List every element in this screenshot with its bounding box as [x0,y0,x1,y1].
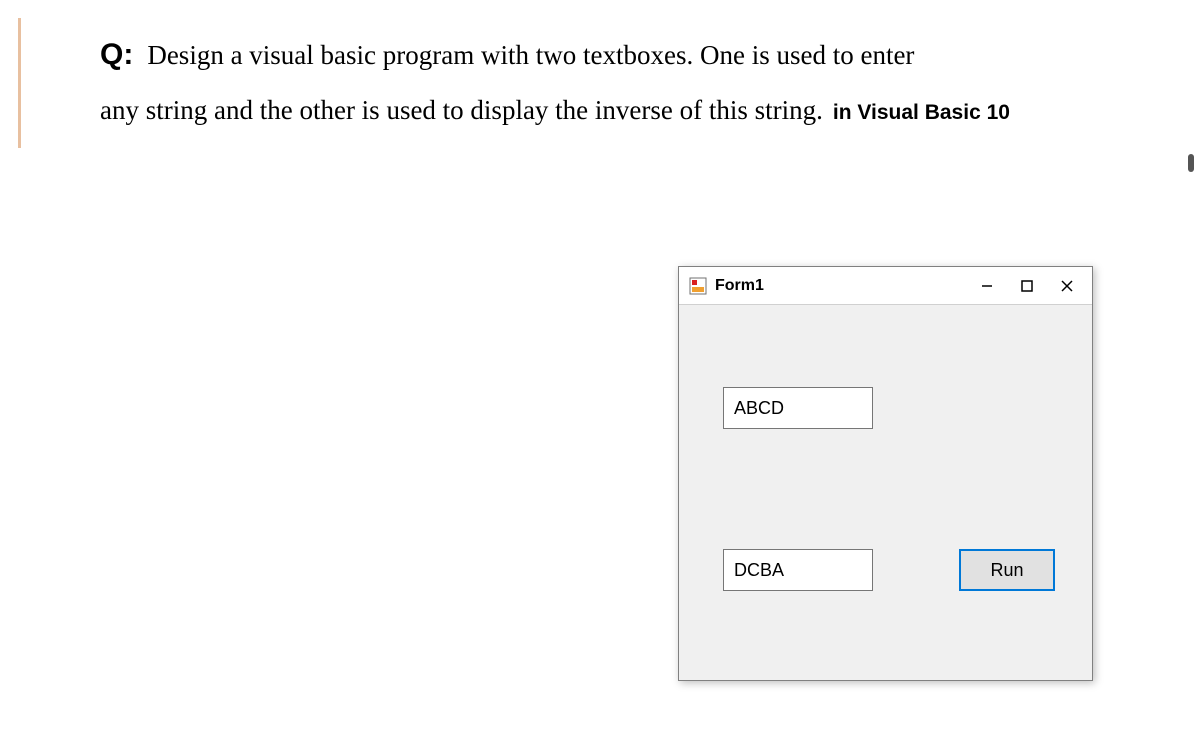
question-line-1: Design a visual basic program with two t… [147,40,914,70]
window-title: Form1 [715,277,978,295]
maximize-button[interactable] [1018,277,1036,295]
close-button[interactable] [1058,277,1076,295]
question-line-2: any string and the other is used to disp… [100,95,823,125]
question-note: in Visual Basic 10 [833,101,1010,124]
scrollbar-hint [1188,154,1194,172]
form-icon [689,277,707,295]
window-titlebar[interactable]: Form1 [679,267,1092,305]
run-button[interactable]: Run [959,549,1055,591]
output-textbox[interactable] [723,549,873,591]
question-prefix: Q: [100,38,133,71]
minimize-button[interactable] [978,277,996,295]
form-window: Form1 Run [678,266,1093,681]
window-controls [978,277,1086,295]
question-area: Q: Design a visual basic program with tw… [100,30,1100,137]
form-body: Run [679,305,1092,680]
page-margin-stripe [18,18,21,148]
input-textbox[interactable] [723,387,873,429]
